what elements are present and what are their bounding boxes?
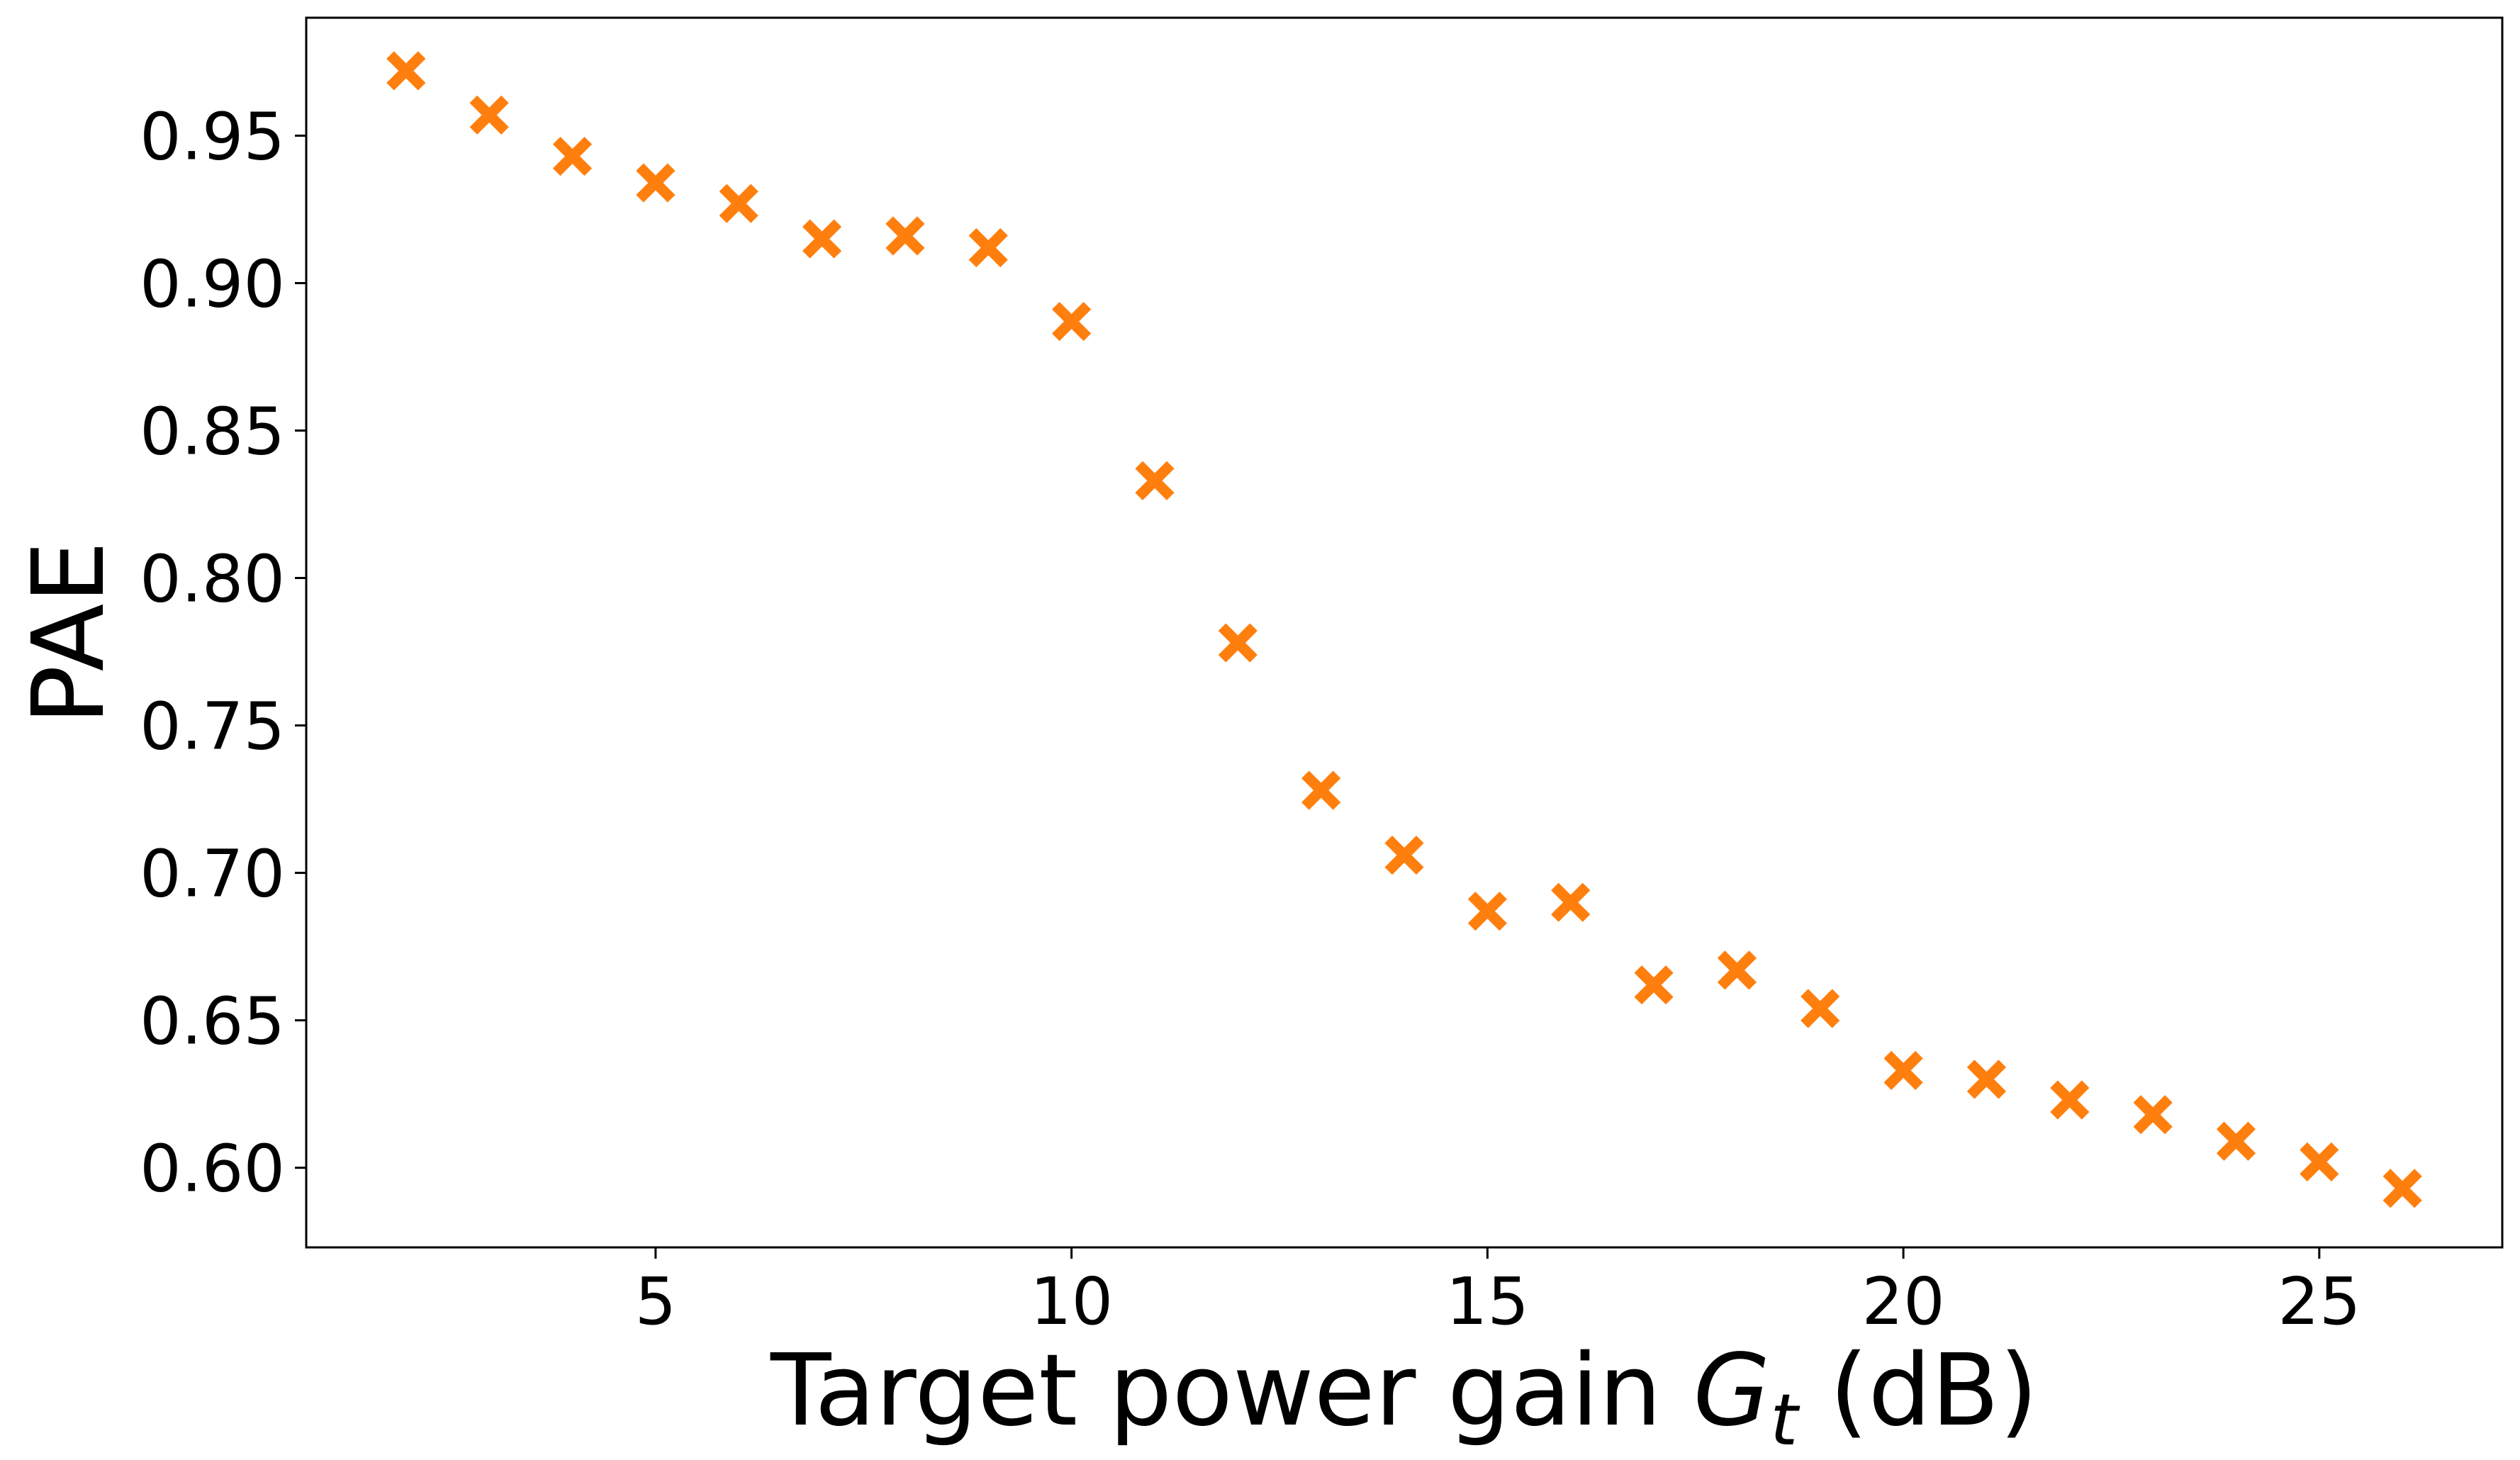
x-axis-label-text: Target power gain — [770, 1333, 1662, 1449]
data-point — [552, 136, 593, 176]
data-point — [719, 184, 758, 223]
data-point — [2050, 1080, 2090, 1120]
data-point — [1218, 623, 1258, 663]
data-point — [1634, 965, 1674, 1005]
y-tick-label: 0.60 — [140, 1131, 285, 1207]
data-point — [2382, 1169, 2422, 1208]
y-axis-label: PAE — [11, 541, 127, 725]
x-axis-ticks: 5 10 15 20 25 — [635, 1247, 2361, 1340]
y-tick-label: 0.85 — [140, 393, 285, 469]
data-point — [1883, 1050, 1923, 1090]
y-tick-label: 0.65 — [140, 984, 285, 1060]
data-point — [1384, 836, 1424, 875]
data-point — [1467, 892, 1507, 931]
data-point — [2133, 1095, 2173, 1135]
data-point — [802, 219, 842, 259]
data-point — [469, 95, 509, 135]
plot-frame — [305, 16, 2504, 1249]
x-axis-label-unit: (dB) — [1830, 1333, 2038, 1449]
data-point — [1551, 882, 1591, 922]
x-tick-label: 10 — [1030, 1264, 1113, 1340]
x-axis-label-subscript: t — [1770, 1378, 1801, 1460]
x-tick-label: 25 — [2278, 1264, 2361, 1340]
y-tick-label: 0.70 — [140, 836, 285, 912]
x-axis-label-symbol: G — [1693, 1333, 1771, 1449]
data-point — [1052, 301, 1092, 342]
data-point — [2300, 1142, 2339, 1181]
data-point — [2216, 1121, 2256, 1161]
plot-area — [306, 18, 2502, 1247]
x-tick-label: 20 — [1862, 1264, 1945, 1340]
data-point — [968, 228, 1008, 268]
y-tick-label: 0.95 — [140, 99, 285, 174]
y-tick-label: 0.75 — [140, 689, 285, 765]
data-point — [1801, 989, 1840, 1028]
data-point — [885, 216, 925, 256]
x-tick-label: 15 — [1446, 1264, 1529, 1340]
data-point — [1966, 1060, 2007, 1099]
x-axis-label: Target power gain Gt (dB) — [770, 1333, 2038, 1460]
data-point — [1135, 461, 1175, 500]
data-point — [636, 163, 676, 203]
y-tick-label: 0.90 — [140, 246, 285, 322]
x-tick-label: 5 — [635, 1264, 677, 1340]
y-axis-ticks: 0.60 0.65 0.70 0.75 0.80 0.85 0.90 0.95 — [140, 99, 306, 1207]
data-points — [386, 51, 2422, 1208]
data-point — [386, 51, 426, 91]
data-point — [1301, 770, 1341, 810]
data-point — [1717, 950, 1757, 990]
y-tick-label: 0.80 — [140, 541, 285, 617]
